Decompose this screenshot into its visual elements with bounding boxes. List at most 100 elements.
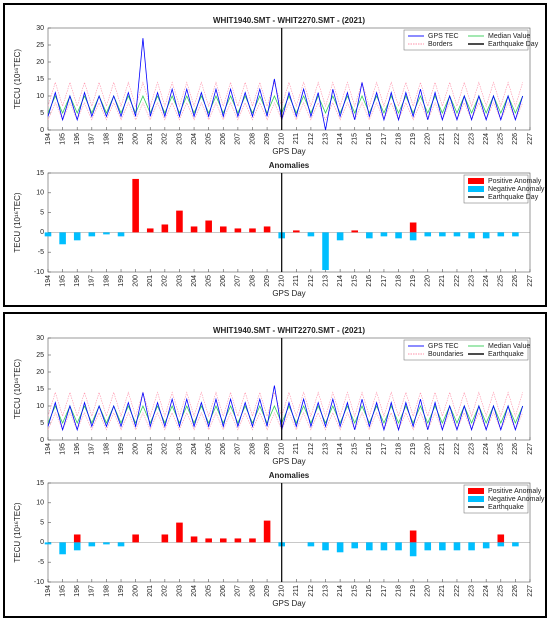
anomaly-bar [263, 520, 271, 543]
legend-label: Negative Anomaly [488, 496, 545, 503]
anomaly-bar [497, 232, 505, 237]
anomaly-bar [468, 232, 475, 239]
plot-area [47, 172, 531, 273]
y-tick-label: 0 [40, 127, 44, 134]
x-tick-label: 217 [381, 585, 388, 597]
x-tick-label: 203 [176, 585, 183, 597]
x-tick-label: 204 [191, 133, 198, 145]
x-tick-label: 198 [103, 443, 110, 455]
x-tick-label: 222 [454, 443, 461, 455]
x-tick-label: 222 [454, 275, 461, 287]
anomaly-bar [219, 226, 227, 233]
x-tick-label: 211 [293, 133, 300, 144]
legend-swatch [468, 488, 484, 494]
anomaly-bar [395, 232, 402, 239]
y-tick-label: 5 [40, 110, 44, 117]
anomaly-bar [307, 232, 315, 237]
anomaly-bar [512, 232, 519, 237]
y-tick-label: -10 [34, 579, 44, 586]
anomaly-bar [336, 232, 344, 241]
x-tick-label: 206 [220, 585, 227, 597]
x-tick-label: 212 [308, 585, 315, 597]
y-tick-label: 15 [36, 76, 44, 83]
x-tick-label: 223 [468, 133, 475, 145]
anomaly-bar [468, 542, 475, 551]
anomaly-bar [234, 538, 242, 543]
anomaly-bar [351, 542, 359, 549]
x-tick-label: 208 [249, 133, 256, 145]
x-tick-label: 196 [74, 443, 81, 455]
x-tick-label: 199 [118, 585, 125, 597]
x-tick-label: 205 [206, 133, 213, 145]
x-tick-label: 225 [498, 275, 505, 287]
x-axis-label: GPS Day [272, 147, 305, 156]
anomaly-bar [190, 226, 198, 233]
x-tick-label: 209 [264, 275, 271, 287]
x-tick-label: 204 [191, 443, 198, 455]
anomaly-bar [322, 232, 329, 271]
anomaly-bar [453, 542, 461, 551]
legend-label: Median Value [488, 33, 530, 40]
anomaly-bar [205, 538, 212, 543]
x-tick-label: 218 [395, 275, 402, 287]
anomaly-bar [380, 542, 388, 551]
anomaly-bar [59, 542, 66, 555]
x-tick-label: 224 [483, 585, 490, 597]
x-tick-label: 208 [249, 275, 256, 287]
x-axis-label: GPS Day [272, 289, 305, 298]
x-tick-label: 219 [410, 275, 417, 287]
x-tick-label: 215 [352, 443, 359, 455]
x-tick-label: 215 [352, 275, 359, 287]
x-tick-label: 208 [249, 585, 256, 597]
x-tick-label: 209 [264, 133, 271, 145]
x-tick-label: 227 [527, 275, 534, 287]
x-tick-label: 195 [59, 443, 66, 455]
x-tick-label: 220 [425, 585, 432, 597]
x-tick-label: 222 [454, 133, 461, 145]
legend-label: Earthquake [488, 351, 524, 358]
chart-title: Anomalies [269, 161, 310, 170]
x-tick-label: 207 [235, 585, 242, 597]
x-tick-label: 225 [498, 585, 505, 597]
x-tick-label: 197 [89, 585, 96, 597]
y-tick-label: 15 [36, 170, 44, 177]
anomaly-bar [132, 178, 139, 233]
anomaly-bar [409, 232, 417, 241]
x-tick-label: 198 [103, 133, 110, 145]
legend-box [403, 29, 529, 51]
y-tick-label: 10 [36, 403, 44, 410]
anomaly-bar [234, 228, 242, 233]
y-tick-label: 5 [40, 209, 44, 216]
series-line [47, 391, 523, 418]
x-tick-label: 226 [512, 275, 519, 287]
plot-area [47, 482, 531, 583]
anomaly-bar [293, 230, 300, 233]
anomaly-bar [424, 542, 432, 551]
panel-frame [3, 312, 547, 618]
legend-label: Positive Anomaly [488, 488, 542, 495]
anomaly-bar [161, 534, 169, 543]
x-tick-label: 214 [337, 133, 344, 145]
y-tick-label: 15 [36, 480, 44, 487]
y-tick-label: -10 [34, 269, 44, 276]
y-tick-label: 10 [36, 500, 44, 507]
x-tick-label: 219 [410, 443, 417, 455]
x-tick-label: 194 [45, 443, 52, 455]
x-tick-label: 215 [352, 585, 359, 597]
x-tick-label: 197 [89, 275, 96, 287]
x-tick-label: 212 [308, 133, 315, 145]
x-tick-label: 194 [45, 585, 52, 597]
anomaly-bar [88, 232, 96, 237]
y-tick-label: 10 [36, 93, 44, 100]
y-axis-label: TECU (10¹⁶TEC) [13, 192, 22, 253]
x-tick-label: 213 [322, 133, 329, 145]
x-tick-label: 227 [527, 443, 534, 455]
anomaly-bar [322, 542, 329, 551]
x-tick-label: 210 [279, 443, 286, 455]
y-tick-label: 5 [40, 519, 44, 526]
x-tick-label: 201 [147, 133, 154, 145]
series-line [47, 412, 523, 431]
x-tick-label: 200 [132, 443, 139, 455]
x-tick-label: 224 [483, 443, 490, 455]
x-tick-label: 204 [191, 275, 198, 287]
